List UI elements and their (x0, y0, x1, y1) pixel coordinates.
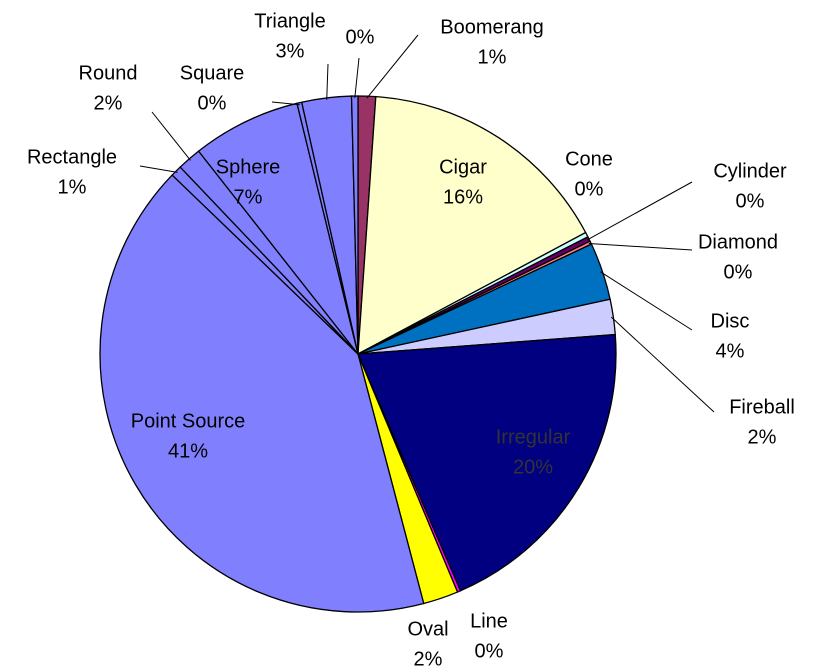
pie-slice (99, 174, 425, 613)
leader-line (586, 181, 693, 241)
slice-value-label: 2% (748, 426, 777, 448)
slice-value-label: 16% (443, 186, 483, 208)
leader-line (366, 34, 419, 99)
slice-value-label: 2% (414, 648, 443, 668)
slice-label: Sphere (216, 156, 281, 178)
slice-value-label: 1% (58, 176, 87, 198)
slice-value-label: 41% (168, 440, 208, 462)
pie-slice (357, 95, 587, 356)
slice-label: Disc (711, 310, 750, 332)
leader-line (600, 271, 693, 331)
leader-line (151, 111, 191, 161)
leader-line (610, 316, 715, 413)
slice-value-label: 0% (575, 178, 604, 200)
leader-line (139, 165, 178, 173)
slice-label: Irregular (496, 426, 571, 448)
slice-value-label: 0% (475, 640, 504, 662)
slice-label: Round (79, 62, 138, 84)
slice-value-label: 3% (276, 40, 305, 62)
slice-label: Triangle (254, 10, 326, 32)
pie-slice (357, 333, 617, 592)
slice-label: Square (180, 62, 245, 84)
slice-label: Point Source (131, 410, 246, 432)
slice-label: Cigar (439, 156, 487, 178)
slice-value-label: 4% (716, 340, 745, 362)
slice-value-label: 0% (346, 26, 375, 48)
slice-value-label: 20% (513, 456, 553, 478)
slice-value-label: 7% (234, 186, 263, 208)
leader-line (326, 63, 329, 100)
slice-value-label: 2% (94, 92, 123, 114)
slice-label: Cone (565, 148, 613, 170)
leader-line (354, 57, 360, 99)
slice-label: Rectangle (27, 146, 117, 168)
leader-line (588, 243, 693, 251)
slice-value-label: 0% (736, 190, 765, 212)
leader-line (271, 101, 300, 106)
slice-label: Line (470, 610, 508, 632)
slice-value-label: 1% (478, 46, 507, 68)
slice-label: Cylinder (713, 160, 787, 182)
slice-label: Fireball (729, 396, 795, 418)
slice-value-label: 0% (724, 261, 753, 283)
slice-label: Diamond (698, 231, 778, 253)
slice-label: Boomerang (440, 16, 543, 38)
slice-label: Oval (407, 618, 448, 640)
slice-value-label: 0% (198, 92, 227, 114)
